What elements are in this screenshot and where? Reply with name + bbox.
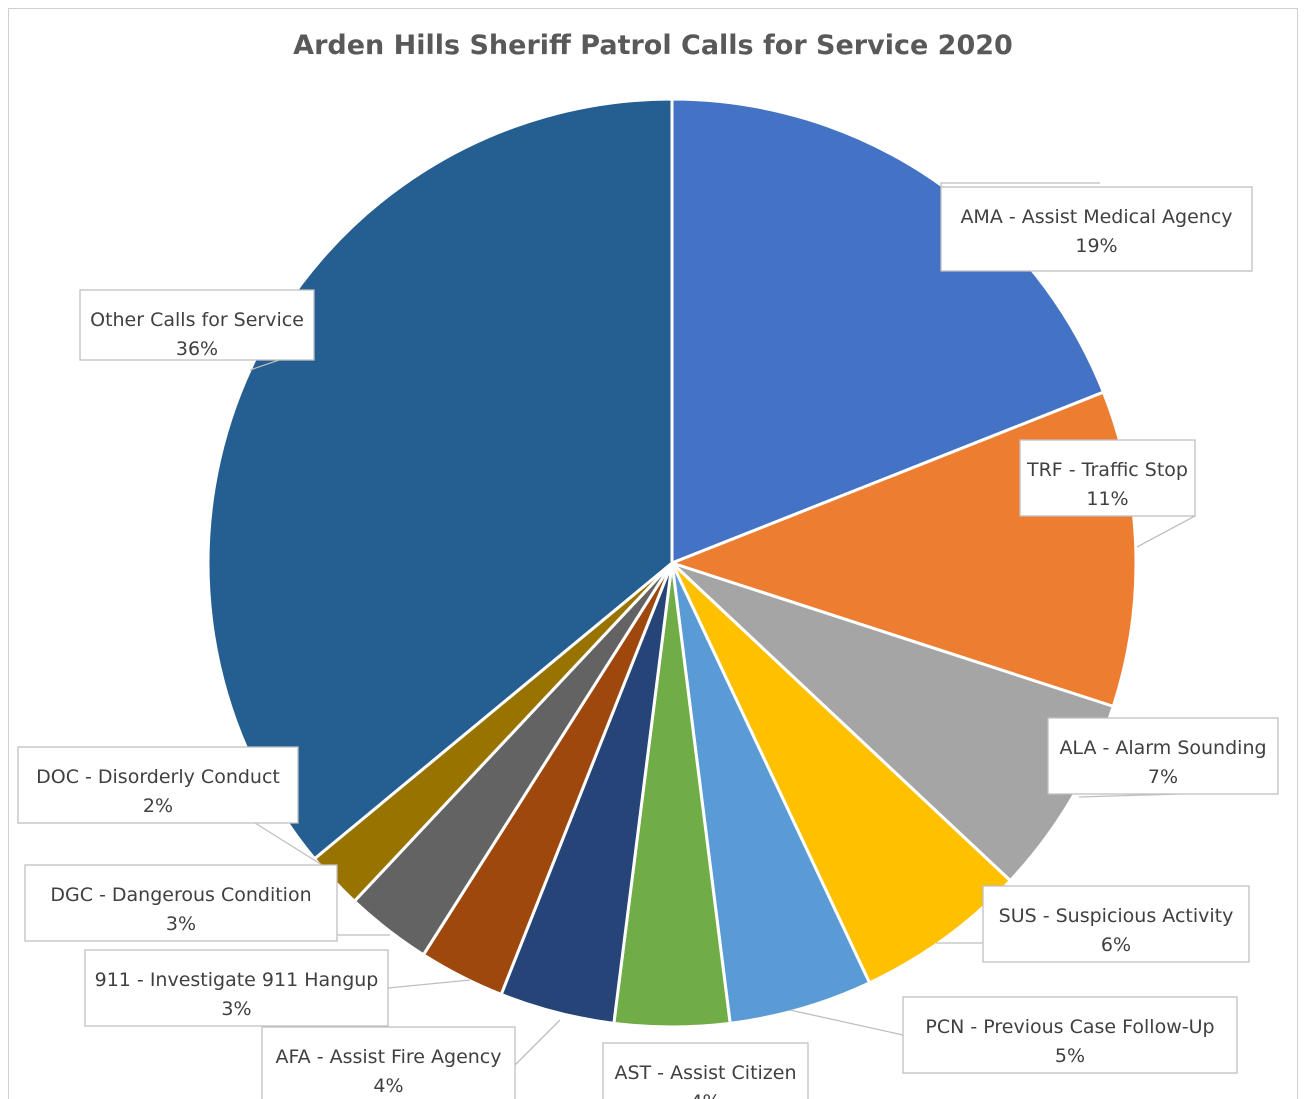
- pie-slice-4: [670, 561, 872, 1025]
- data-label-box: [982, 885, 1250, 963]
- slice-category-label: SUS - Suspicious Activity: [999, 905, 1234, 927]
- leader-line-9: [254, 822, 331, 871]
- slice-percent-label: 4%: [373, 1075, 403, 1097]
- data-label-9: DOC - Disorderly Conduct 2%: [17, 746, 299, 824]
- data-label-10: Other Calls for Service 36%: [79, 289, 315, 361]
- data-label-box: [902, 996, 1238, 1074]
- slice-percent-label: 2%: [143, 795, 173, 817]
- data-label-5: AST - Assist Citizen 4%: [602, 1042, 809, 1099]
- slice-percent-label: 19%: [1075, 235, 1117, 257]
- pie-slice-0: [670, 97, 1105, 565]
- leader-line-7: [387, 979, 471, 989]
- slice-percent-label: 3%: [166, 913, 196, 935]
- slice-percent-label: 7%: [1148, 766, 1178, 788]
- leader-line-0: [940, 182, 1100, 187]
- slice-category-label: ALA - Alarm Sounding: [1059, 737, 1266, 759]
- data-label-box: [79, 289, 315, 361]
- leader-line-4: [789, 1009, 904, 1036]
- slice-category-label: AST - Assist Citizen: [614, 1062, 796, 1084]
- data-label-4: PCN - Previous Case Follow-Up 5%: [902, 996, 1238, 1074]
- data-label-box: [84, 949, 389, 1027]
- data-label-box: [940, 186, 1253, 272]
- data-label-7: 911 - Investigate 911 Hangup 3%: [84, 949, 389, 1027]
- data-label-box: [261, 1026, 516, 1099]
- data-label-box: [1019, 439, 1196, 517]
- data-label-box: [17, 746, 299, 824]
- data-label-box: [1047, 717, 1279, 795]
- data-label-3: SUS - Suspicious Activity 6%: [982, 885, 1250, 963]
- chart-title: Arden Hills Sheriff Patrol Calls for Ser…: [293, 30, 1013, 61]
- slice-category-label: DOC - Disorderly Conduct: [36, 766, 280, 788]
- slice-percent-label: 11%: [1086, 488, 1128, 510]
- slice-category-label: PCN - Previous Case Follow-Up: [925, 1016, 1214, 1038]
- leader-line-6: [514, 1019, 561, 1066]
- slice-percent-label: 6%: [1101, 934, 1131, 956]
- pie-slice-2: [670, 561, 1115, 883]
- slice-percent-label: 5%: [1055, 1045, 1085, 1067]
- pie-slice-10: [206, 97, 674, 861]
- data-label-1: TRF - Traffic Stop 11%: [1019, 439, 1196, 517]
- slice-category-label: DGC - Dangerous Condition: [50, 884, 311, 906]
- slice-percent-label: 4%: [690, 1091, 720, 1099]
- pie-slice-3: [670, 561, 1012, 985]
- data-label-box: [24, 864, 338, 942]
- data-label-8: DGC - Dangerous Condition 3%: [24, 864, 338, 942]
- slice-category-label: Other Calls for Service: [90, 309, 304, 331]
- data-labels: AMA - Assist Medical Agency 19% TRF - Traf…: [17, 186, 1279, 1099]
- data-label-2: ALA - Alarm Sounding 7%: [1047, 717, 1279, 795]
- leader-line-1: [1136, 515, 1196, 548]
- pie-slices: [206, 97, 1138, 1029]
- slice-percent-label: 3%: [221, 998, 251, 1020]
- slice-percent-label: 36%: [176, 338, 218, 360]
- data-label-0: AMA - Assist Medical Agency 19%: [940, 186, 1253, 272]
- slice-category-label: AMA - Assist Medical Agency: [960, 206, 1232, 228]
- data-label-6: AFA - Assist Fire Agency 4%: [261, 1026, 516, 1099]
- data-label-box: [602, 1042, 809, 1099]
- slice-category-label: AFA - Assist Fire Agency: [275, 1046, 501, 1068]
- slice-category-label: 911 - Investigate 911 Hangup: [95, 969, 379, 991]
- slice-category-label: TRF - Traffic Stop: [1026, 459, 1188, 481]
